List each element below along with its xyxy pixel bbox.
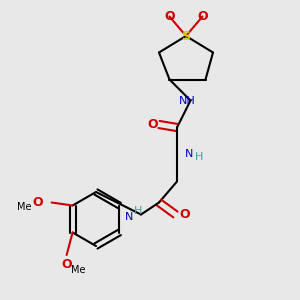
Text: N: N [125,212,133,223]
Text: O: O [33,196,44,209]
Text: O: O [164,10,175,23]
Text: H: H [134,206,142,217]
Text: O: O [197,10,208,23]
Text: Me: Me [71,265,86,275]
Text: O: O [148,118,158,131]
Text: N: N [185,149,193,160]
Text: O: O [179,208,190,221]
Text: O: O [61,257,72,271]
Text: NH: NH [179,95,196,106]
Text: Me: Me [17,202,32,212]
Text: H: H [195,152,204,163]
Text: S: S [182,29,190,43]
